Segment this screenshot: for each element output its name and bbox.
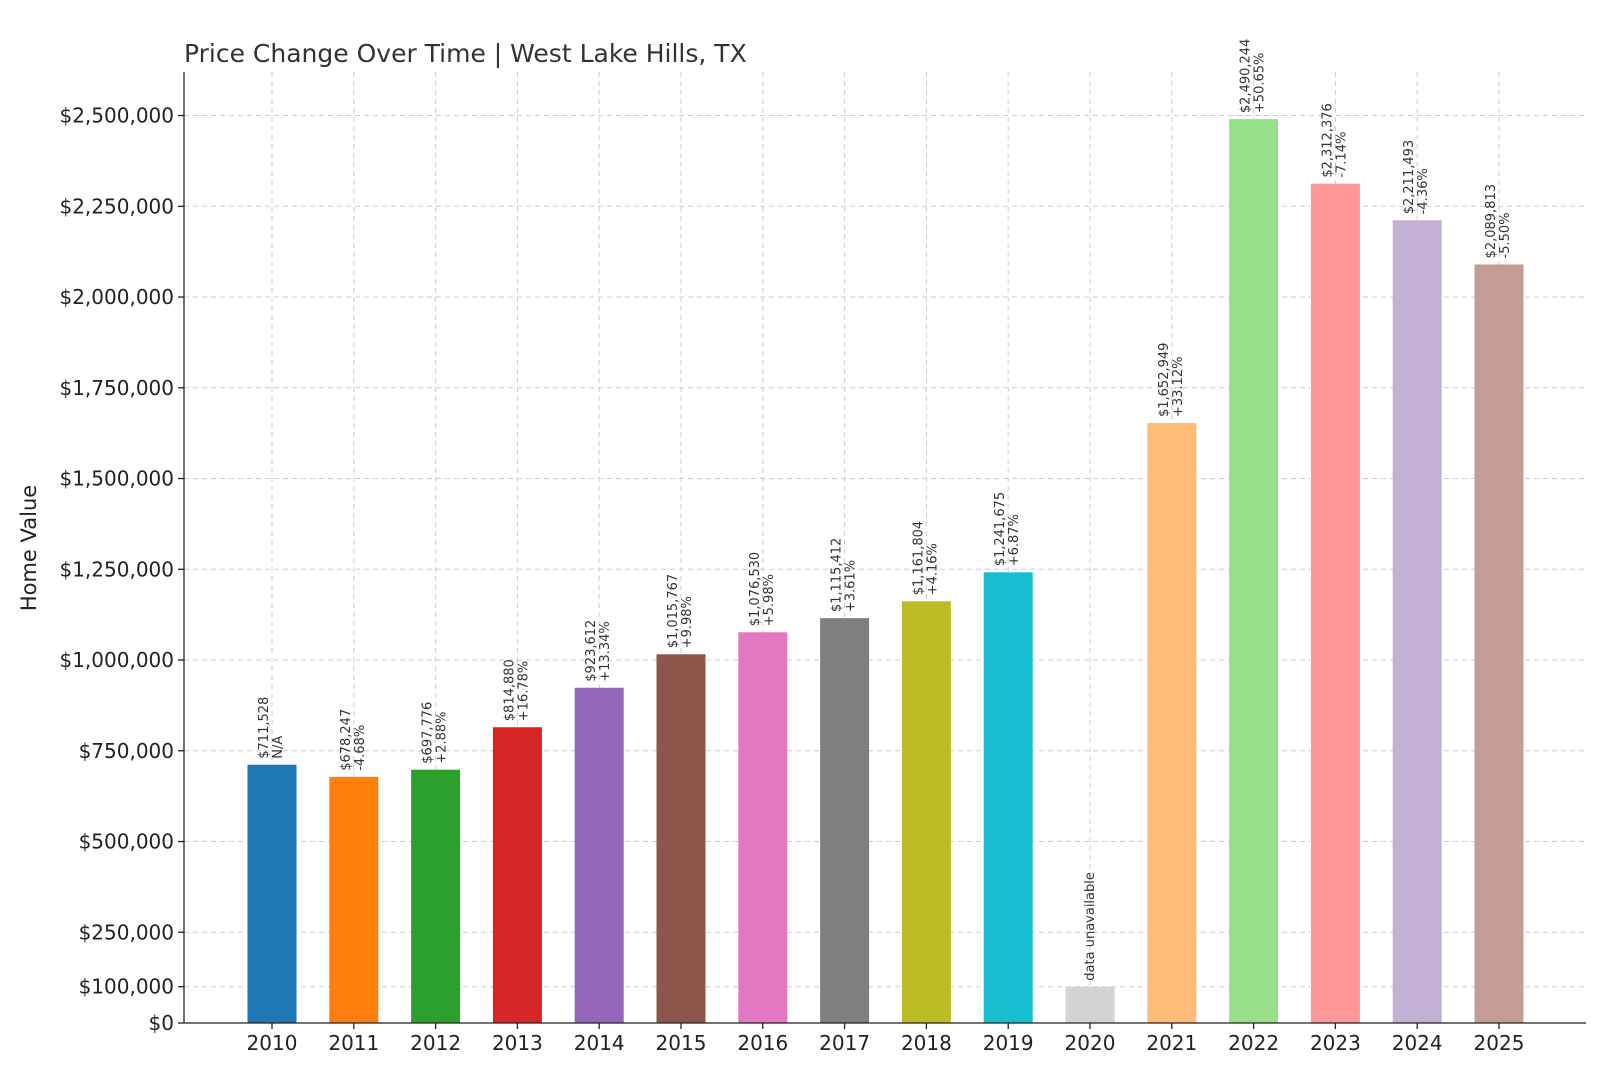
change-label-2022: +50.65% [1253, 53, 1268, 113]
bar-2018 [901, 601, 951, 1023]
value-label-2018: $1,161,804 [911, 521, 926, 595]
x-tick-label: 2025 [1474, 1031, 1525, 1055]
change-label-2017: +3.61% [844, 560, 859, 612]
grid-lines [184, 72, 1586, 1023]
x-tick-label: 2022 [1228, 1031, 1279, 1055]
data-labels: $711,528 N/A $678,247 -4.68% $697,776 +2.88% $… [257, 39, 1513, 981]
x-tick-label: 2011 [328, 1031, 379, 1055]
change-label-2024: -4.36% [1416, 168, 1431, 214]
y-tick-label: $500,000 [79, 830, 174, 854]
x-tick-label: 2012 [410, 1031, 461, 1055]
value-label-2021: $1,652,949 [1157, 343, 1172, 417]
value-label-2025: $2,089,813 [1484, 184, 1499, 258]
value-label-2013: $814,880 [502, 659, 517, 721]
bar-2025 [1474, 264, 1524, 1023]
bar-2019 [983, 572, 1033, 1023]
x-axis-ticks: 2010 2011 2012 2013 2014 2015 2016 2017 2018 2019… [247, 1023, 1525, 1055]
x-tick-label: 2010 [247, 1031, 298, 1055]
y-tick-label: $100,000 [79, 975, 174, 999]
bar-2017 [820, 618, 870, 1023]
change-label-2013: +16.78% [516, 661, 531, 721]
change-label-2023: -7.14% [1334, 132, 1349, 178]
x-tick-label: 2019 [983, 1031, 1034, 1055]
x-tick-label: 2021 [1146, 1031, 1197, 1055]
value-label-2024: $2,211,493 [1402, 140, 1417, 214]
bar-2010 [247, 764, 297, 1023]
y-axis-label: Home Value [17, 485, 41, 611]
value-label-2010: $711,528 [257, 697, 272, 759]
chart-title: Price Change Over Time | West Lake Hills… [184, 39, 747, 68]
x-tick-label: 2017 [819, 1031, 870, 1055]
bar-2016 [738, 632, 788, 1023]
y-tick-label: $750,000 [79, 739, 174, 763]
change-label-2014: +13.34% [598, 621, 613, 681]
x-tick-label: 2014 [574, 1031, 625, 1055]
x-tick-label: 2024 [1392, 1031, 1443, 1055]
bar-2015 [656, 654, 706, 1023]
y-tick-label: $2,000,000 [59, 285, 174, 309]
value-label-2019: $1,241,675 [993, 492, 1008, 566]
x-tick-label: 2016 [737, 1031, 788, 1055]
bar-2012 [411, 769, 461, 1023]
value-label-2012: $697,776 [421, 702, 436, 764]
change-label-2012: +2.88% [435, 712, 450, 764]
bars [247, 119, 1524, 1024]
bar-2014 [574, 687, 624, 1023]
change-label-2018: +4.16% [925, 543, 940, 595]
value-label-2022: $2,490,244 [1239, 39, 1254, 113]
change-label-2019: +6.87% [1007, 514, 1022, 566]
x-tick-label: 2015 [656, 1031, 707, 1055]
y-tick-label: $2,500,000 [59, 104, 174, 128]
change-label-2011: -4.68% [353, 725, 368, 771]
change-label-2010: N/A [271, 736, 286, 759]
change-label-2015: +9.98% [680, 596, 695, 648]
change-label-2021: +33.12% [1171, 357, 1186, 417]
change-label-2016: +5.98% [762, 574, 777, 626]
bar-2013 [492, 727, 542, 1023]
y-tick-label: $2,250,000 [59, 194, 174, 218]
x-tick-label: 2023 [1310, 1031, 1361, 1055]
bar-2024 [1392, 220, 1442, 1023]
bar-2020 [1065, 986, 1115, 1023]
y-tick-label: $0 [149, 1011, 174, 1035]
value-label-2016: $1,076,530 [748, 552, 763, 626]
y-tick-label: $1,500,000 [59, 467, 174, 491]
x-tick-label: 2018 [901, 1031, 952, 1055]
value-label-2011: $678,247 [339, 709, 354, 771]
bar-2023 [1310, 183, 1360, 1023]
value-label-2015: $1,015,767 [666, 574, 681, 648]
bar-2011 [329, 776, 379, 1023]
y-tick-label: $1,750,000 [59, 376, 174, 400]
value-label-2014: $923,612 [584, 620, 599, 682]
y-axis-ticks: $0 $100,000 $250,000 $500,000 $750,000 $1,000… [59, 104, 184, 1035]
value-label-2017: $1,115,412 [830, 538, 845, 612]
y-tick-label: $1,250,000 [59, 557, 174, 581]
y-tick-label: $1,000,000 [59, 648, 174, 672]
x-tick-label: 2020 [1065, 1031, 1116, 1055]
bar-2021 [1147, 423, 1197, 1024]
change-label-2020: data unavailable [1083, 872, 1098, 981]
x-tick-label: 2013 [492, 1031, 543, 1055]
change-label-2025: -5.50% [1498, 212, 1513, 258]
y-tick-label: $250,000 [79, 920, 174, 944]
bar-2022 [1229, 119, 1279, 1024]
value-label-2023: $2,312,376 [1320, 103, 1335, 177]
